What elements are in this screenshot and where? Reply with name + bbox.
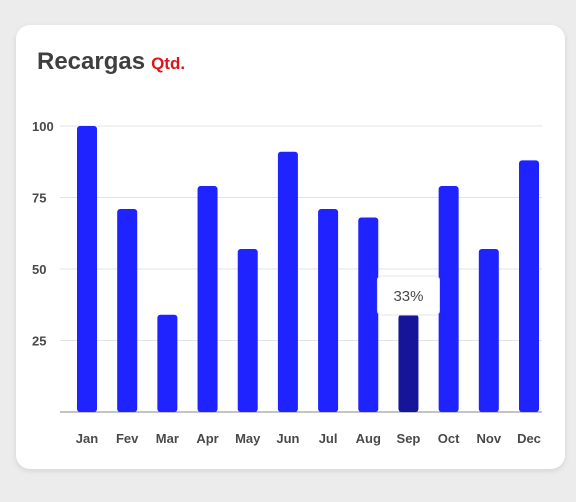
x-tick-label: Mar	[156, 431, 179, 446]
bar[interactable]	[197, 186, 218, 412]
chart-title: Recargas Qtd.	[37, 48, 185, 76]
x-tick-label: May	[235, 431, 261, 446]
bar[interactable]	[77, 126, 97, 412]
title-unit: Qtd.	[151, 54, 186, 73]
y-tick-label: 50	[32, 262, 46, 277]
x-tick-label: Nov	[477, 431, 502, 446]
x-tick-label: Fev	[116, 431, 139, 446]
x-tick-label: Jun	[276, 431, 299, 446]
x-tick-label: Jul	[319, 431, 338, 446]
x-tick-label: Oct	[438, 431, 460, 446]
bar[interactable]	[358, 217, 379, 412]
bar[interactable]	[157, 314, 178, 412]
bar[interactable]	[519, 160, 539, 412]
x-tick-label: Sep	[397, 431, 421, 446]
bar[interactable]	[318, 208, 339, 412]
bar[interactable]	[398, 314, 419, 412]
bar[interactable]	[438, 186, 459, 412]
bar[interactable]	[277, 151, 298, 413]
x-tick-label: Jan	[76, 431, 98, 446]
x-tick-label: Apr	[196, 431, 218, 446]
y-tick-label: 75	[32, 191, 46, 206]
tooltip-box	[376, 275, 440, 316]
title-main: Recargas	[37, 48, 146, 75]
y-tick-label: 100	[32, 119, 54, 134]
y-tick-label: 25	[32, 334, 46, 349]
x-tick-label: Aug	[356, 431, 381, 446]
tooltip-label: 33%	[393, 288, 423, 305]
bar[interactable]	[237, 248, 258, 412]
x-tick-label: Dec	[517, 431, 541, 446]
bar[interactable]	[478, 248, 499, 412]
bar[interactable]	[117, 208, 138, 412]
